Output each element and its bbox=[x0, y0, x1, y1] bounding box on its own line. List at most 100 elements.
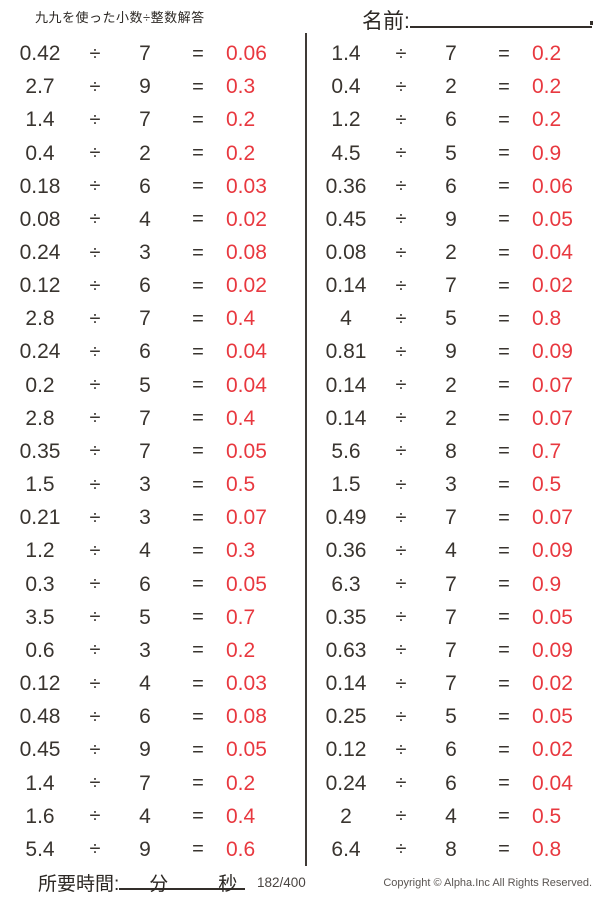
problem-row: 0.4 ÷ 2 = 0.2 bbox=[311, 70, 600, 103]
equals-sign: = bbox=[498, 772, 510, 795]
problem-row: 1.5 ÷ 3 = 0.5 bbox=[5, 468, 298, 501]
dividend-value: 5.4 bbox=[25, 837, 55, 861]
problem-row: 0.18 ÷ 6 = 0.03 bbox=[5, 170, 298, 203]
dividend-value: 0.08 bbox=[325, 241, 367, 265]
divide-operator: ÷ bbox=[395, 705, 407, 728]
equals-sign: = bbox=[192, 75, 204, 98]
equals-sign: = bbox=[498, 42, 510, 65]
equals-sign: = bbox=[498, 606, 510, 629]
equals-sign: = bbox=[498, 142, 510, 165]
divide-operator: ÷ bbox=[395, 175, 407, 198]
answer-value: 0.3 bbox=[226, 75, 256, 99]
divisor-value: 4 bbox=[139, 672, 151, 696]
dividend-value: 1.4 bbox=[25, 771, 55, 795]
divisor-value: 7 bbox=[445, 638, 457, 662]
equals-sign: = bbox=[498, 705, 510, 728]
divide-operator: ÷ bbox=[89, 374, 101, 397]
divisor-value: 4 bbox=[445, 804, 457, 828]
problem-row: 0.45 ÷ 9 = 0.05 bbox=[311, 203, 600, 236]
problem-row: 0.4 ÷ 2 = 0.2 bbox=[5, 136, 298, 169]
equals-sign: = bbox=[192, 241, 204, 264]
equals-sign: = bbox=[498, 307, 510, 330]
divide-operator: ÷ bbox=[89, 340, 101, 363]
equals-sign: = bbox=[498, 208, 510, 231]
answer-value: 0.05 bbox=[226, 738, 267, 762]
problem-row: 5.4 ÷ 9 = 0.6 bbox=[5, 833, 298, 866]
equals-sign: = bbox=[192, 274, 204, 297]
dividend-value: 0.12 bbox=[19, 274, 61, 298]
answer-value: 0.2 bbox=[226, 141, 256, 165]
problem-row: 0.2 ÷ 5 = 0.04 bbox=[5, 369, 298, 402]
answer-value: 0.4 bbox=[226, 406, 256, 430]
answer-value: 0.08 bbox=[226, 705, 267, 729]
seconds-unit-label: 秒 bbox=[218, 874, 238, 895]
divisor-value: 7 bbox=[139, 108, 151, 132]
page-title: 九九を使った小数÷整数解答 bbox=[35, 10, 205, 25]
divide-operator: ÷ bbox=[89, 805, 101, 828]
equals-sign: = bbox=[498, 672, 510, 695]
problem-row: 0.24 ÷ 6 = 0.04 bbox=[311, 766, 600, 799]
equals-sign: = bbox=[498, 75, 510, 98]
answer-value: 0.04 bbox=[532, 241, 573, 265]
problem-row: 1.2 ÷ 4 = 0.3 bbox=[5, 534, 298, 567]
dividend-value: 0.36 bbox=[325, 539, 367, 563]
problem-row: 2 ÷ 4 = 0.5 bbox=[311, 800, 600, 833]
problem-row: 0.35 ÷ 7 = 0.05 bbox=[311, 601, 600, 634]
answer-value: 0.04 bbox=[532, 771, 573, 795]
answer-value: 0.3 bbox=[226, 539, 256, 563]
answer-value: 0.9 bbox=[532, 141, 562, 165]
problem-row: 0.14 ÷ 2 = 0.07 bbox=[311, 402, 600, 435]
equals-sign: = bbox=[498, 108, 510, 131]
answer-value: 0.5 bbox=[532, 804, 562, 828]
dividend-value: 0.12 bbox=[19, 672, 61, 696]
equals-sign: = bbox=[192, 738, 204, 761]
equals-sign: = bbox=[192, 705, 204, 728]
divide-operator: ÷ bbox=[89, 573, 101, 596]
divisor-value: 5 bbox=[445, 705, 457, 729]
divide-operator: ÷ bbox=[89, 838, 101, 861]
divide-operator: ÷ bbox=[89, 42, 101, 65]
divide-operator: ÷ bbox=[89, 639, 101, 662]
answer-value: 0.2 bbox=[532, 108, 562, 132]
dividend-value: 0.81 bbox=[325, 340, 367, 364]
divisor-value: 7 bbox=[139, 406, 151, 430]
answer-value: 0.05 bbox=[532, 207, 573, 231]
divide-operator: ÷ bbox=[395, 42, 407, 65]
answer-value: 0.08 bbox=[226, 241, 267, 265]
problems-column-left: 0.42 ÷ 7 = 0.06 2.7 ÷ 9 = 0.3 1.4 ÷ 7 = 0.2 0.4 ÷ 2 = 0.2 0.… bbox=[5, 37, 298, 866]
dividend-value: 0.36 bbox=[325, 174, 367, 198]
problem-row: 0.25 ÷ 5 = 0.05 bbox=[311, 700, 600, 733]
answer-value: 0.02 bbox=[532, 672, 573, 696]
dividend-value: 0.18 bbox=[19, 174, 61, 198]
equals-sign: = bbox=[192, 42, 204, 65]
divide-operator: ÷ bbox=[395, 639, 407, 662]
divide-operator: ÷ bbox=[89, 307, 101, 330]
answer-value: 0.4 bbox=[226, 307, 256, 331]
equals-sign: = bbox=[498, 241, 510, 264]
divide-operator: ÷ bbox=[395, 573, 407, 596]
dividend-value: 0.2 bbox=[25, 373, 55, 397]
divisor-value: 8 bbox=[445, 439, 457, 463]
divide-operator: ÷ bbox=[395, 738, 407, 761]
equals-sign: = bbox=[192, 340, 204, 363]
divide-operator: ÷ bbox=[89, 705, 101, 728]
divide-operator: ÷ bbox=[89, 440, 101, 463]
dividend-value: 2.8 bbox=[25, 406, 55, 430]
problem-row: 0.12 ÷ 4 = 0.03 bbox=[5, 667, 298, 700]
divisor-value: 3 bbox=[139, 638, 151, 662]
answer-value: 0.09 bbox=[532, 638, 573, 662]
dividend-value: 2.8 bbox=[25, 307, 55, 331]
divide-operator: ÷ bbox=[89, 241, 101, 264]
answer-value: 0.9 bbox=[532, 572, 562, 596]
answer-value: 0.2 bbox=[532, 75, 562, 99]
divide-operator: ÷ bbox=[395, 440, 407, 463]
answer-value: 0.04 bbox=[226, 373, 267, 397]
answer-value: 0.02 bbox=[532, 738, 573, 762]
divide-operator: ÷ bbox=[89, 142, 101, 165]
divide-operator: ÷ bbox=[395, 606, 407, 629]
dividend-value: 0.45 bbox=[19, 738, 61, 762]
divisor-value: 7 bbox=[445, 274, 457, 298]
answer-value: 0.7 bbox=[532, 439, 562, 463]
divide-operator: ÷ bbox=[395, 539, 407, 562]
answer-value: 0.07 bbox=[532, 506, 573, 530]
